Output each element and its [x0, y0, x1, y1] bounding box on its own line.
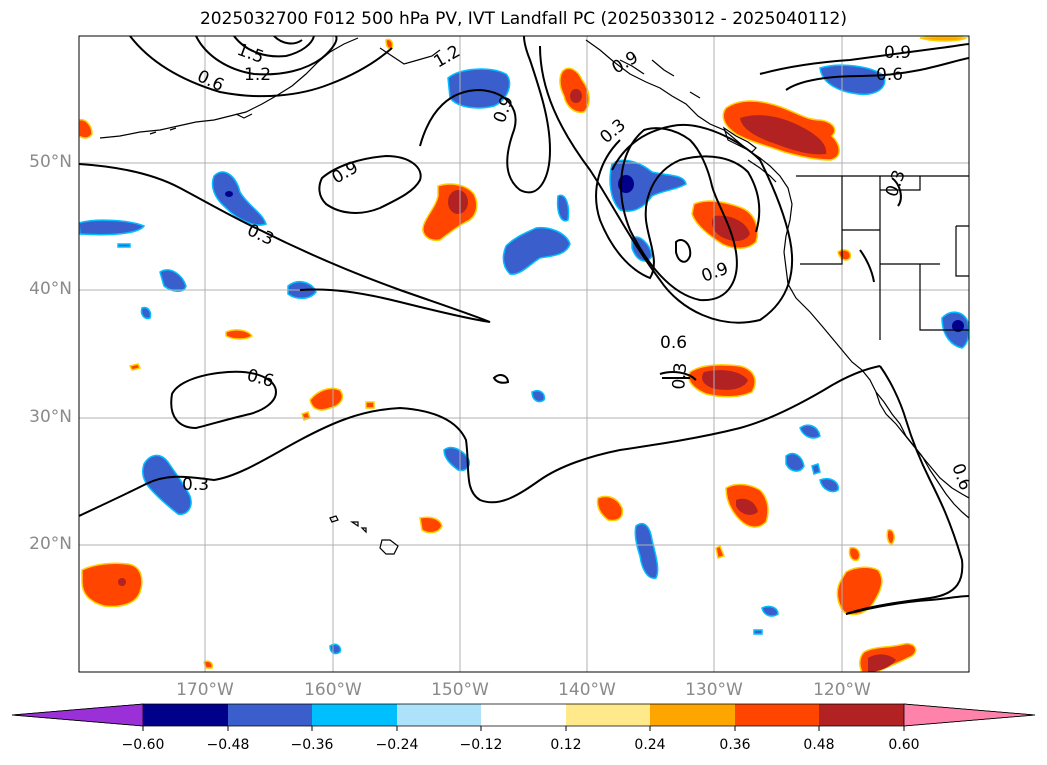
colorbar-tick-label: −0.24 — [375, 737, 419, 753]
colorbar-segment — [819, 704, 904, 726]
colorbar — [11, 703, 1036, 731]
graticule — [79, 36, 969, 672]
lat-label-30n: 30°N — [29, 407, 72, 427]
colorbar-segment — [566, 704, 651, 726]
colorbar-tick-label: 0.48 — [803, 737, 835, 753]
contour-label: 0.3 — [669, 362, 691, 391]
lon-label-130w: 130°W — [685, 680, 743, 700]
lon-label-120w: 120°W — [813, 680, 871, 700]
colorbar-tick-label: −0.48 — [206, 737, 250, 753]
contour-label: 0.9 — [884, 43, 911, 63]
colorbar-segment — [397, 704, 481, 726]
contour-label: 0.6 — [660, 333, 687, 353]
lat-label-20n: 20°N — [29, 534, 72, 554]
colorbar-segment — [735, 704, 820, 726]
contour-label: 1.2 — [244, 65, 271, 85]
colorbar-segment — [312, 704, 397, 726]
colorbar-segment — [228, 704, 313, 726]
pv-contours — [79, 36, 969, 615]
colorbar-extend-low — [11, 703, 144, 727]
colorbar-tick-label: −0.36 — [290, 737, 334, 753]
colorbar-tick-label: 0.24 — [634, 737, 666, 753]
lon-label-140w: 140°W — [558, 680, 616, 700]
colorbar-tick-label: 0.36 — [719, 737, 751, 753]
colorbar-segment — [143, 704, 228, 726]
lon-label-170w: 170°W — [176, 680, 234, 700]
lat-label-50n: 50°N — [29, 152, 72, 172]
colorbar-segment — [650, 704, 735, 726]
colorbar-extend-high — [903, 703, 1036, 727]
colorbar-tick-label: −0.12 — [459, 737, 503, 753]
contour-label: 0.3 — [182, 475, 209, 495]
lon-label-150w: 150°W — [431, 680, 489, 700]
negative-anomaly-shading — [79, 64, 969, 655]
colorbar-tick-label: −0.60 — [121, 737, 165, 753]
colorbar-tick-label: 0.12 — [550, 737, 582, 753]
contour-label: 0.6 — [876, 65, 903, 85]
lat-label-40n: 40°N — [29, 279, 72, 299]
colorbar-tick-label: 0.60 — [888, 737, 920, 753]
figure-title: 2025032700 F012 500 hPa PV, IVT Landfall… — [199, 9, 847, 29]
lon-label-160w: 160°W — [304, 680, 362, 700]
colorbar-segment — [481, 704, 566, 726]
map-area — [79, 36, 969, 672]
map-frame — [78, 35, 970, 673]
